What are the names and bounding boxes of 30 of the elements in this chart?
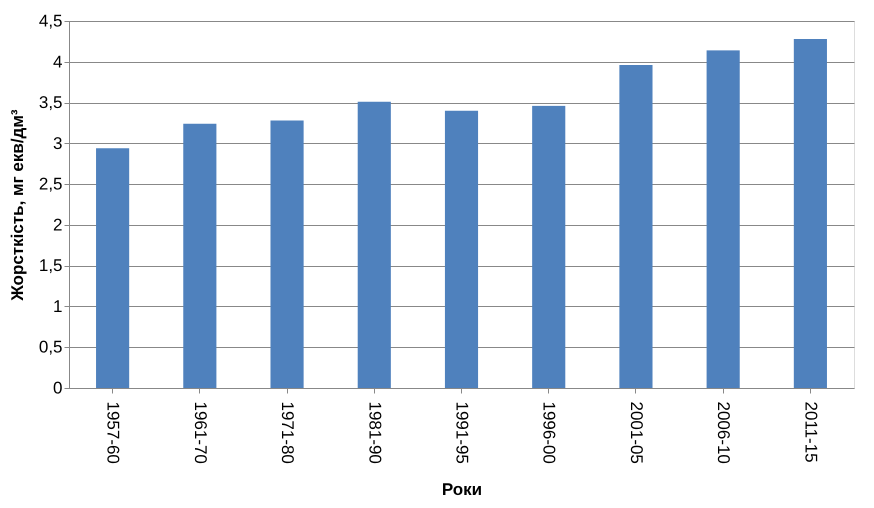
x-tick-label: 1996-00 <box>540 402 559 464</box>
x-tick-label: 1971-80 <box>278 402 298 464</box>
y-tick-label: 3 <box>53 134 62 153</box>
bar <box>532 106 566 388</box>
bar <box>96 148 130 388</box>
y-axis-title: Жорсткість, мг екв/дм³ <box>8 109 27 302</box>
x-tick-label: 2011-15 <box>801 402 820 463</box>
y-tick-label: 4 <box>53 52 62 72</box>
y-tick-label: 0 <box>53 378 62 398</box>
bar <box>358 102 391 388</box>
x-tick-label: 2006-10 <box>714 402 734 464</box>
bar <box>270 120 304 388</box>
y-tick-label: 1 <box>53 296 62 316</box>
bar <box>794 38 827 388</box>
bar <box>183 124 216 388</box>
y-tick-label: 4,5 <box>38 12 62 30</box>
y-tick-label: 3,5 <box>38 93 62 112</box>
x-tick-label: 1991-95 <box>452 402 472 464</box>
y-tick-label: 2 <box>53 215 62 234</box>
y-tick-label: 2,5 <box>38 174 62 194</box>
x-axis-title: Роки <box>442 480 482 499</box>
y-tick-label: 1,5 <box>38 256 62 276</box>
bar <box>706 50 740 388</box>
bar <box>444 110 478 388</box>
x-tick-label: 2001-05 <box>626 402 646 464</box>
x-tick-label: 1981-90 <box>365 402 384 464</box>
y-tick-label: 0,5 <box>38 338 62 357</box>
x-tick-label: 1957-60 <box>104 402 123 464</box>
bar <box>619 65 653 388</box>
x-tick-label: 1961-70 <box>190 402 210 464</box>
